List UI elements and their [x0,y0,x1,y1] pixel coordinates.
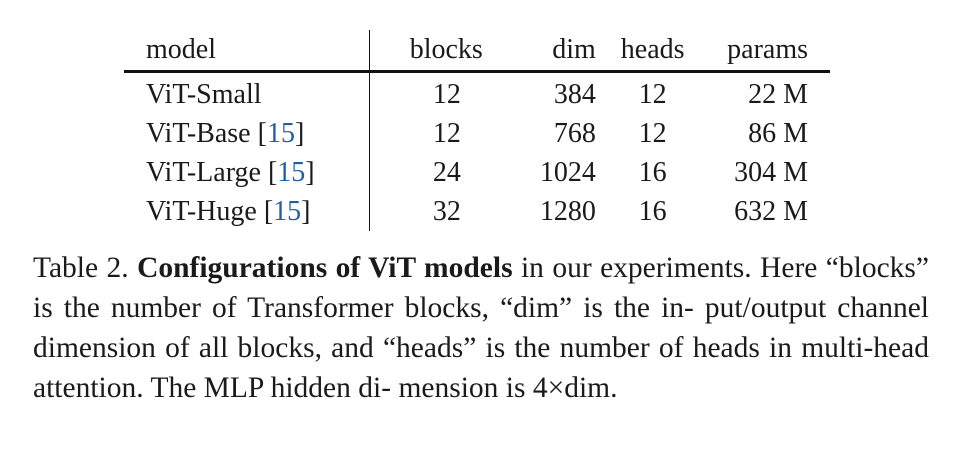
config-table-container: model blocks dim heads params ViT-Small … [124,30,830,231]
model-name: ViT-Base [146,117,251,149]
cell-heads: 12 [638,78,667,110]
cell-heads: 12 [638,117,667,149]
table-caption: Table 2. Configurations of ViT models in… [33,248,929,408]
citation-link[interactable]: 15 [266,117,295,149]
citation-link[interactable]: 15 [277,156,306,188]
header-model: model [124,30,371,73]
cell-blocks: 12 [432,117,461,149]
cell-model: ViT-Small [124,71,371,114]
cell-params: 632 M [734,195,808,227]
cell-model: ViT-Huge [15] [124,192,371,231]
cell-model: ViT-Large [15] [124,153,371,192]
cell-model: ViT-Base [15] [124,114,371,153]
cell-dim: 1280 [539,195,596,227]
cell-heads: 16 [638,195,667,227]
model-name: ViT-Small [146,78,262,110]
header-dim: dim [482,30,596,73]
caption-text: number of heads in multi-head attention.… [33,332,929,404]
cell-params: 304 M [734,156,808,188]
table-row: ViT-Base [15] 12 768 12 86 M [124,114,830,153]
header-blocks: blocks [369,30,483,73]
model-name: ViT-Huge [146,195,257,227]
table-row: ViT-Large [15] 24 1024 16 304 M [124,153,830,192]
cell-heads: 16 [638,156,667,188]
header-heads: heads [595,30,710,73]
table-row: ViT-Huge [15] 32 1280 16 632 M [124,192,830,231]
table-row: ViT-Small 12 384 12 22 M [124,71,830,114]
table-header-row: model blocks dim heads params [124,30,830,73]
model-name: ViT-Large [146,156,261,188]
vit-config-table: model blocks dim heads params ViT-Small … [124,30,830,231]
caption-text: in our experiments. Here [520,252,818,284]
caption-title: Configurations of ViT models [137,252,513,284]
cell-blocks: 24 [432,156,461,188]
caption-text: “blocks” is the number of Transformer bl… [33,252,929,324]
cell-dim: 384 [553,78,596,110]
cell-blocks: 12 [432,78,461,110]
cell-params: 22 M [748,78,808,110]
cell-params: 86 M [748,117,808,149]
caption-label: Table 2. [33,252,129,284]
caption-text: put/output channel dimension of all bloc… [33,292,930,364]
caption-text: mension is 4×dim. [398,372,618,404]
citation-link[interactable]: 15 [273,195,302,227]
cell-dim: 1024 [539,156,596,188]
header-params: params [709,30,830,73]
cell-dim: 768 [553,117,596,149]
cell-blocks: 32 [432,195,461,227]
